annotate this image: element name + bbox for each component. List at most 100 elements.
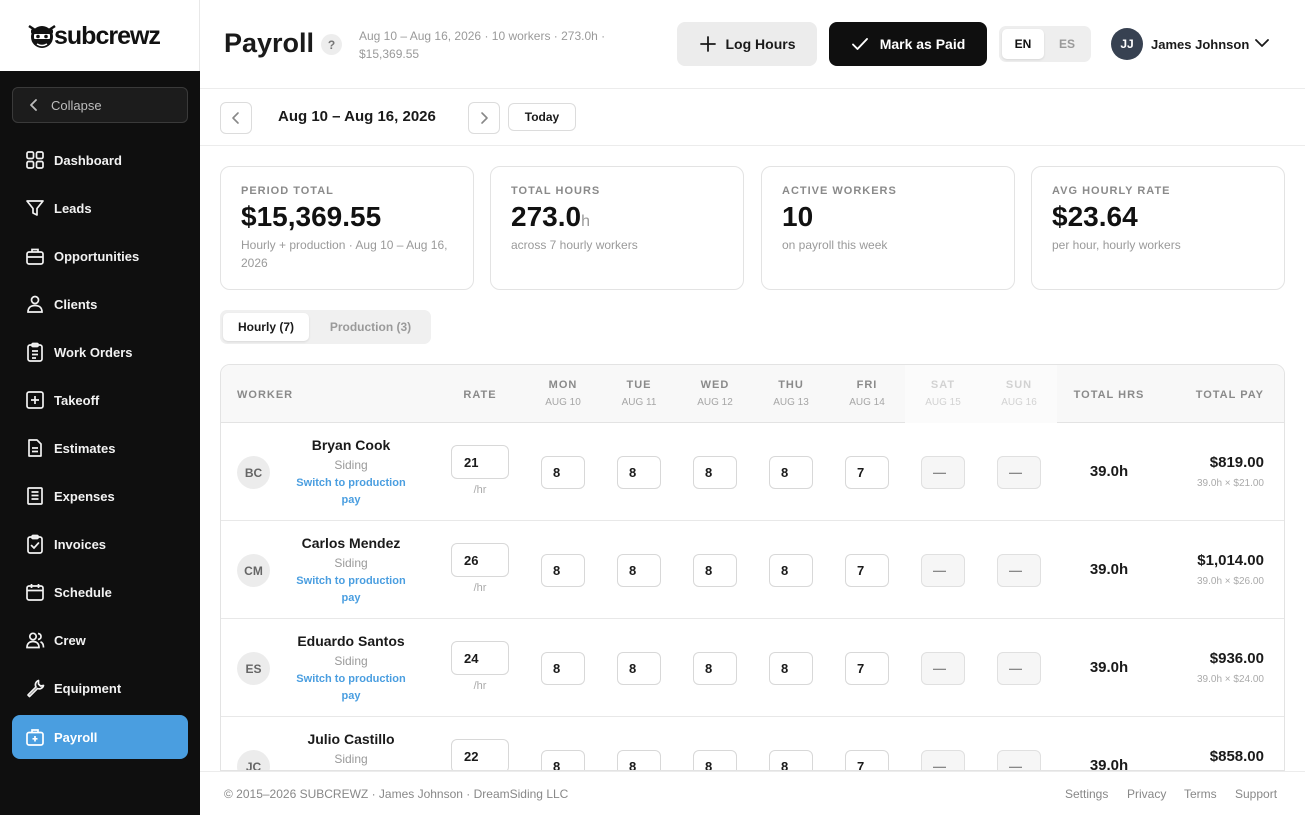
hours-input[interactable]: 8 xyxy=(541,456,585,489)
log-hours-button[interactable]: Log Hours xyxy=(677,22,817,66)
worker-trade: Siding xyxy=(334,458,368,472)
worker-name[interactable]: Julio Castillo xyxy=(307,731,395,747)
column-header-day: SUN AUG 16 xyxy=(981,365,1057,423)
tab-production[interactable]: Production (3) xyxy=(329,320,412,334)
payroll-summary-meta: Aug 10 – Aug 16, 2026 · 10 workers · 273… xyxy=(359,29,606,61)
hours-input[interactable]: — xyxy=(997,554,1041,587)
rate-input[interactable]: 26 xyxy=(451,543,509,577)
hours-input[interactable]: 8 xyxy=(693,456,737,489)
hours-input[interactable]: 8 xyxy=(769,554,813,587)
help-icon[interactable]: ? xyxy=(321,34,342,55)
sidebar-item-equipment[interactable]: Equipment xyxy=(12,666,188,710)
hours-input[interactable]: 8 xyxy=(541,652,585,685)
plus-icon xyxy=(699,36,716,52)
today-button[interactable]: Today xyxy=(508,103,576,131)
sidebar-item-label: Crew xyxy=(54,632,86,648)
column-header-rate: RATE xyxy=(463,389,497,401)
sidebar-item-invoices[interactable]: Invoices xyxy=(12,522,188,566)
hours-input[interactable]: 7 xyxy=(845,750,889,770)
rate-unit: /hr xyxy=(473,680,487,692)
hours-input[interactable]: — xyxy=(921,456,965,489)
footer-link-support[interactable]: Support xyxy=(1235,787,1278,801)
hours-input[interactable]: 8 xyxy=(617,750,661,770)
chevron-down-icon[interactable] xyxy=(1255,36,1269,50)
sidebar-item-crew[interactable]: Crew xyxy=(12,618,188,662)
column-header-total-pay: TOTAL PAY xyxy=(1195,389,1264,401)
footer-link-privacy[interactable]: Privacy xyxy=(1127,787,1167,801)
lang-en-option[interactable]: EN xyxy=(1002,29,1044,59)
hours-input[interactable]: — xyxy=(997,652,1041,685)
sidebar-item-schedule[interactable]: Schedule xyxy=(12,570,188,614)
sidebar-item-payroll[interactable]: Payroll xyxy=(12,715,188,759)
user-name[interactable]: James Johnson xyxy=(1151,37,1250,52)
hours-input[interactable]: 8 xyxy=(541,750,585,770)
day-name: SAT xyxy=(930,379,956,391)
rate-input[interactable]: 22 xyxy=(451,739,509,770)
sidebar-item-work-orders[interactable]: Work Orders xyxy=(12,330,188,374)
hours-input[interactable]: 7 xyxy=(845,554,889,587)
worker-name[interactable]: Bryan Cook xyxy=(311,437,391,453)
day-name: THU xyxy=(778,379,804,391)
sidebar-item-expenses[interactable]: Expenses xyxy=(12,474,188,518)
hours-input[interactable]: 8 xyxy=(693,750,737,770)
page-footer: © 2015–2026 SUBCREWZ · James Johnson · D… xyxy=(200,771,1305,815)
logo[interactable]: subcrewz xyxy=(0,0,200,71)
day-date: AUG 12 xyxy=(697,397,733,408)
lang-es-option[interactable]: ES xyxy=(1058,37,1075,51)
rate-input[interactable]: 24 xyxy=(451,641,509,675)
total-hours: 39.0h xyxy=(1089,757,1129,771)
sidebar-item-opportunities[interactable]: Opportunities xyxy=(12,234,188,278)
hours-input[interactable]: 8 xyxy=(769,652,813,685)
footer-link-settings[interactable]: Settings xyxy=(1065,787,1109,801)
hours-input[interactable]: 7 xyxy=(845,652,889,685)
user-avatar[interactable]: JJ xyxy=(1111,28,1143,60)
mark-as-paid-button[interactable]: Mark as Paid xyxy=(829,22,987,66)
hours-input[interactable]: — xyxy=(997,750,1041,770)
collapse-button[interactable]: Collapse xyxy=(12,87,188,123)
previous-week-button[interactable] xyxy=(220,102,252,134)
hours-input[interactable]: 8 xyxy=(541,554,585,587)
tab-hourly[interactable]: Hourly (7) xyxy=(223,313,309,341)
sidebar-item-takeoff[interactable]: Takeoff xyxy=(12,378,188,422)
check-icon xyxy=(851,38,868,50)
switch-to-production-link[interactable]: Switch to production pay xyxy=(296,477,406,506)
sidebar-item-label: Work Orders xyxy=(54,344,133,360)
sidebar-item-label: Takeoff xyxy=(54,392,100,408)
footer-link-terms[interactable]: Terms xyxy=(1184,787,1217,801)
stat-subtext: across 7 hourly workers xyxy=(511,238,638,252)
hours-input[interactable]: 8 xyxy=(769,456,813,489)
worker-name[interactable]: Carlos Mendez xyxy=(301,535,401,551)
stat-card-total-hours: TOTAL HOURS 273.0h across 7 hourly worke… xyxy=(490,166,744,290)
hours-input[interactable]: 8 xyxy=(693,554,737,587)
hours-input[interactable]: — xyxy=(921,554,965,587)
column-header-day: TUE AUG 11 xyxy=(601,365,677,423)
hours-input[interactable]: 7 xyxy=(845,456,889,489)
sidebar-item-clients[interactable]: Clients xyxy=(12,282,188,326)
sidebar-item-estimates[interactable]: Estimates xyxy=(12,426,188,470)
stat-card-active-workers: ACTIVE WORKERS 10 on payroll this week xyxy=(761,166,1015,290)
total-hours: 39.0h xyxy=(1089,659,1129,676)
worker-trade: Siding xyxy=(334,752,368,766)
hours-input[interactable]: — xyxy=(921,750,965,770)
worker-name[interactable]: Eduardo Santos xyxy=(297,633,405,649)
next-week-button[interactable] xyxy=(468,102,500,134)
column-header-day: MON AUG 10 xyxy=(525,365,601,423)
hours-input[interactable]: 8 xyxy=(693,652,737,685)
hours-input[interactable]: 8 xyxy=(617,554,661,587)
clipboard-icon xyxy=(27,342,43,362)
stat-card-period-total: PERIOD TOTAL $15,369.55 Hourly + product… xyxy=(220,166,474,290)
switch-to-production-link[interactable]: Switch to production pay xyxy=(296,673,406,702)
rate-input[interactable]: 21 xyxy=(451,445,509,479)
hours-input[interactable]: 8 xyxy=(617,456,661,489)
sidebar-item-leads[interactable]: Leads xyxy=(12,186,188,230)
hours-input[interactable]: 8 xyxy=(617,652,661,685)
sidebar-item-dashboard[interactable]: Dashboard xyxy=(12,138,188,182)
hours-input[interactable]: — xyxy=(997,456,1041,489)
sidebar-item-label: Equipment xyxy=(54,680,122,696)
log-hours-label: Log Hours xyxy=(725,36,796,52)
hours-input[interactable]: 8 xyxy=(769,750,813,770)
switch-to-production-link[interactable]: Switch to production pay xyxy=(296,575,406,604)
page-title: Payroll xyxy=(224,28,315,58)
hours-input[interactable]: — xyxy=(921,652,965,685)
